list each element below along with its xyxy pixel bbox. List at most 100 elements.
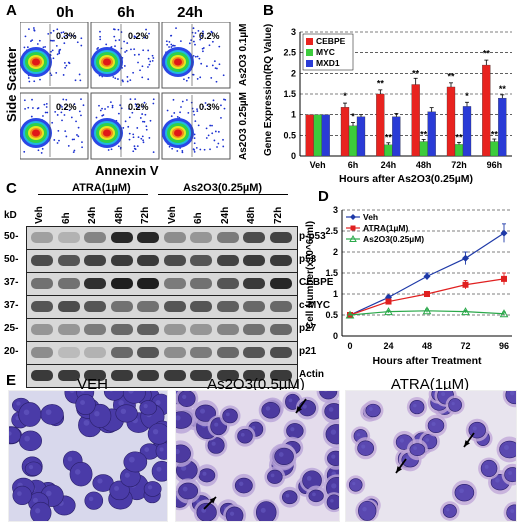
chart-b-bar-mxd1	[356, 116, 366, 157]
chart-d-point	[461, 307, 470, 316]
flow-pct-r2c2: 0.2%	[128, 102, 149, 112]
chart-d-point	[501, 275, 507, 282]
cell	[115, 404, 138, 423]
chart-b-xtick: 96h	[487, 160, 503, 170]
chart-b-bar-myc	[348, 125, 358, 157]
chart-b-bar-myc	[313, 114, 322, 157]
chart-b-xtick: Veh	[310, 160, 326, 170]
micrograph-title-as2o3: As2O3(0.5µM)	[207, 376, 305, 393]
flow-plot-r2c2	[90, 92, 160, 160]
kd-marker: 20-	[4, 346, 19, 357]
blot-band	[243, 255, 265, 266]
blot-band	[84, 255, 106, 266]
chart-d-point	[345, 310, 355, 319]
chart-b-significance: **	[385, 132, 393, 142]
micrograph-atra	[345, 390, 517, 522]
cell	[151, 460, 167, 482]
panel-b-letter: B	[263, 2, 274, 19]
arrow-icon	[463, 432, 475, 448]
blot-band	[110, 347, 133, 358]
chart-b-legend-mxd1: MXD1	[316, 58, 340, 68]
flow-plot-r1c3	[161, 22, 231, 89]
blot-strip-cebpe	[26, 272, 298, 296]
cell	[30, 501, 52, 521]
cell-number-chart: Cell Number(x10^6/ml) 0 0.5 1 1.5 2 2.5 3 0 24 48 7…	[305, 205, 512, 367]
chart-b-significance: **	[412, 68, 420, 78]
chart-d-ytick: 1.5	[325, 268, 338, 278]
blot-band	[31, 301, 53, 312]
lane-label: 24h	[87, 206, 98, 224]
cell	[496, 436, 516, 463]
chart-b-bar-cebpe	[376, 93, 385, 157]
blot-band	[31, 278, 53, 289]
chart-b-bar-mxd1	[498, 97, 507, 157]
blot-band	[243, 324, 265, 335]
cell	[139, 400, 157, 416]
cell	[283, 419, 307, 443]
cell	[425, 414, 447, 437]
blot-band	[84, 370, 106, 381]
protein-label-cebpe: CEBPE	[299, 277, 334, 288]
blot-band	[216, 370, 239, 381]
blot-band	[31, 370, 53, 381]
panel-e-letter: E	[6, 372, 17, 389]
cell	[258, 398, 283, 423]
cell	[234, 425, 256, 447]
blot-strip-actin	[26, 364, 298, 388]
blot-band	[31, 255, 53, 266]
blot-strip-c-myc	[26, 295, 298, 319]
group1-bracket	[38, 194, 148, 195]
cell	[19, 430, 42, 451]
cell	[9, 426, 21, 444]
cell	[305, 485, 327, 507]
blot-band	[163, 324, 186, 335]
cell	[478, 457, 501, 480]
blot-band	[163, 255, 186, 266]
chart-d-legend-label: ATRA(1µM)	[363, 223, 409, 233]
cell	[120, 467, 141, 488]
kd-marker: 25-	[4, 323, 19, 334]
cell	[195, 464, 218, 487]
kd-marker: 37-	[4, 300, 19, 311]
micrograph-title-veh: VEH	[77, 376, 108, 393]
micrograph-veh	[8, 390, 168, 522]
chart-d-point	[462, 281, 469, 288]
blot-band	[84, 301, 106, 312]
chart-b-bar-cebpe	[482, 64, 491, 157]
chart-b-bar-mxd1	[462, 106, 472, 157]
chart-b-significance: **	[377, 79, 385, 89]
cell	[346, 475, 366, 495]
flow-pct-r2c3: 0.3%	[199, 102, 220, 112]
chart-b-significance: **	[483, 48, 491, 58]
cell	[321, 399, 339, 424]
blot-band	[110, 278, 133, 289]
chart-d-point	[422, 306, 432, 315]
chart-d-point	[385, 298, 392, 305]
chart-b-significance: *	[351, 112, 355, 122]
blot-band	[110, 370, 133, 381]
cell	[88, 403, 112, 428]
cell	[354, 437, 377, 460]
protein-label-p27: p27	[299, 323, 317, 334]
blot-band	[243, 232, 265, 243]
chart-d-point	[462, 254, 469, 262]
chart-b-significance: *	[343, 91, 347, 101]
chart-b-significance: **	[447, 72, 455, 82]
cell	[451, 480, 477, 506]
blot-band	[31, 232, 53, 243]
lane-label: 48h	[113, 206, 125, 224]
cell	[18, 402, 42, 427]
chart-d-ytick: 1	[333, 289, 338, 299]
cell	[109, 480, 130, 501]
blot-band	[190, 347, 212, 358]
chart-d-point	[500, 229, 508, 237]
protein-label-p53: p53	[299, 254, 317, 265]
chart-b-significance: **	[420, 130, 428, 140]
blot-band	[216, 255, 239, 266]
cell	[24, 461, 43, 476]
lane-label: 24h	[219, 206, 231, 224]
flow-pct-r1c2: 0.2%	[128, 31, 149, 41]
blot-band	[216, 324, 239, 335]
lane-label: 6h	[193, 212, 204, 224]
blot-band	[137, 255, 159, 266]
